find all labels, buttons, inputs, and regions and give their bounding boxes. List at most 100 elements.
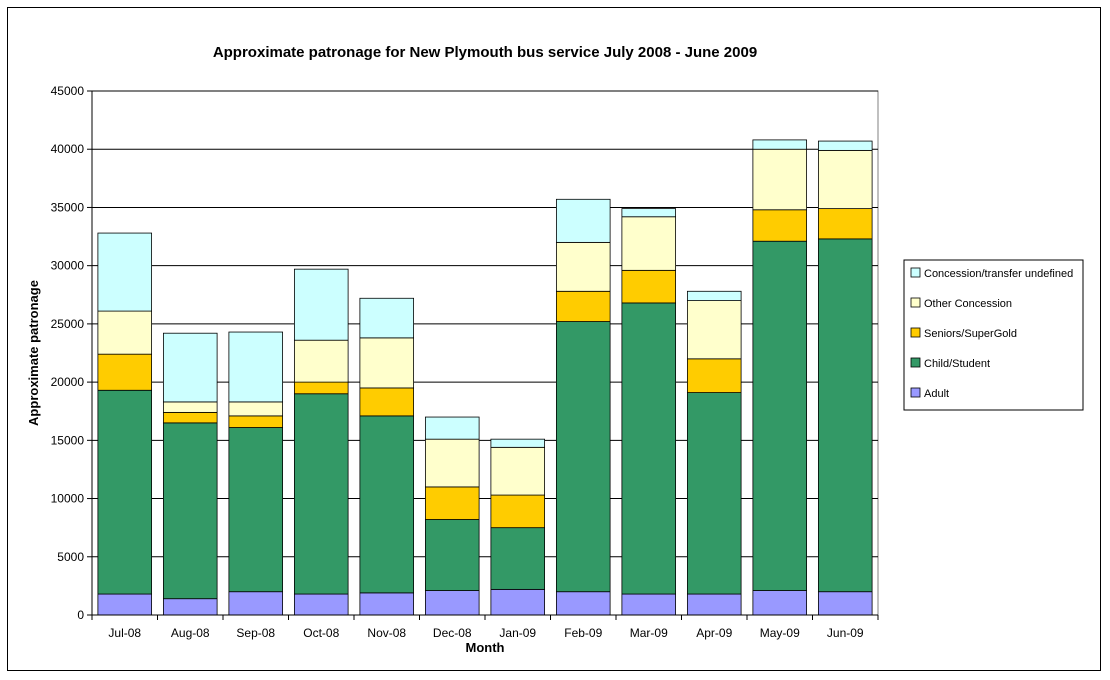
- y-tick-label: 0: [77, 608, 84, 622]
- bar-segment: [752, 148, 808, 211]
- chart-frame: 0 5000 10000 15000 20000 25000 30000 35000 40000…: [7, 7, 1101, 671]
- bar-segment: [359, 592, 415, 616]
- bar-segment: [97, 389, 153, 595]
- bars: [97, 139, 873, 616]
- bar-segment: [686, 358, 742, 393]
- bar-segment: [621, 593, 677, 616]
- bar-segment: [686, 290, 742, 302]
- gridlines: [92, 90, 878, 558]
- x-tick-label: Jun-09: [827, 626, 864, 640]
- bar-segment: [359, 387, 415, 417]
- legend-swatch: [910, 327, 921, 338]
- legend-swatch: [910, 357, 921, 368]
- legend-swatch: [910, 387, 921, 398]
- bar-segment: [228, 415, 284, 428]
- stacked-bar-chart: 0 5000 10000 15000 20000 25000 30000 35000 40000…: [26, 44, 1084, 655]
- y-tick-label: 5000: [57, 550, 84, 564]
- bar-segment: [424, 416, 480, 440]
- bar-segment: [293, 381, 349, 395]
- bar-segment: [621, 216, 677, 271]
- bar-segment: [97, 353, 153, 391]
- bar-segment: [555, 198, 611, 243]
- bar-segment: [97, 593, 153, 616]
- bar-segment: [359, 297, 415, 339]
- bar-segment: [293, 593, 349, 616]
- bar-segment: [162, 401, 218, 413]
- bar-segment: [359, 337, 415, 389]
- bar-segment: [293, 393, 349, 595]
- bar-segment: [97, 232, 153, 312]
- bar-segment: [817, 208, 873, 240]
- legend: Concession/transfer undefined Other Conce…: [903, 259, 1084, 411]
- bar-segment: [686, 300, 742, 360]
- bar-segment: [555, 241, 611, 292]
- y-tick-label: 20000: [51, 375, 85, 389]
- chart-title: Approximate patronage for New Plymouth b…: [213, 44, 757, 61]
- bar-segment: [424, 519, 480, 591]
- bar-segment: [752, 209, 808, 242]
- bar-segment: [752, 139, 808, 150]
- x-tick-label: Feb-09: [564, 626, 602, 640]
- bar-segment: [621, 302, 677, 595]
- x-axis-title: Month: [466, 640, 505, 655]
- legend-label: Other Concession: [924, 298, 1012, 310]
- legend-box: [903, 259, 1084, 411]
- bar-segment: [490, 438, 546, 448]
- bar-segment: [817, 591, 873, 616]
- bar-segment: [555, 321, 611, 593]
- axes: 0 5000 10000 15000 20000 25000 30000 35000 40000…: [51, 84, 879, 640]
- bar-segment: [490, 446, 546, 496]
- y-tick-label: 40000: [51, 142, 85, 156]
- y-tick-label: 10000: [51, 492, 85, 506]
- legend-label: Concession/transfer undefined: [924, 268, 1073, 280]
- plot-area-background: [91, 90, 879, 616]
- bar-segment: [424, 438, 480, 488]
- x-tick-label: Jan-09: [499, 626, 536, 640]
- x-tick-label: May-09: [760, 626, 800, 640]
- y-tick-label: 35000: [51, 200, 85, 214]
- bar-segment: [817, 238, 873, 593]
- bar-segment: [555, 591, 611, 616]
- x-tick-label: Sep-08: [236, 626, 275, 640]
- x-tick-label: Mar-09: [630, 626, 668, 640]
- bar-segment: [490, 588, 546, 616]
- legend-label: Adult: [924, 388, 949, 400]
- bar-segment: [162, 422, 218, 600]
- y-tick-label: 45000: [51, 84, 85, 98]
- bar-segment: [228, 591, 284, 616]
- legend-swatch: [910, 297, 921, 308]
- bar-segment: [293, 268, 349, 341]
- y-tick-label: 25000: [51, 317, 85, 331]
- y-axis-title: Approximate patronage: [26, 280, 41, 426]
- legend-label: Seniors/SuperGold: [924, 328, 1017, 340]
- bar-segment: [162, 411, 218, 424]
- bar-segment: [424, 486, 480, 520]
- bar-segment: [817, 140, 873, 151]
- x-tick-label: Oct-08: [303, 626, 339, 640]
- legend-swatch: [910, 267, 921, 278]
- bar-segment: [97, 310, 153, 355]
- bar-segment: [621, 208, 677, 218]
- bar-segment: [555, 290, 611, 322]
- x-tick-label: Aug-08: [171, 626, 210, 640]
- x-tick-label: Dec-08: [433, 626, 472, 640]
- legend-label: Child/Student: [924, 358, 990, 370]
- bar-segment: [228, 427, 284, 593]
- bar-segment: [162, 598, 218, 616]
- bar-segment: [490, 494, 546, 529]
- bar-segment: [686, 392, 742, 595]
- bar-segment: [817, 149, 873, 210]
- bar-segment: [359, 415, 415, 594]
- y-tick-label: 30000: [51, 259, 85, 273]
- bar-segment: [752, 590, 808, 616]
- bar-segment: [752, 240, 808, 591]
- bar-segment: [162, 332, 218, 403]
- bar-segment: [621, 269, 677, 304]
- bar-segment: [424, 590, 480, 616]
- x-tick-label: Apr-09: [696, 626, 732, 640]
- x-tick-label: Jul-08: [108, 626, 141, 640]
- bar-segment: [293, 339, 349, 383]
- bar-segment: [686, 593, 742, 616]
- y-tick-label: 15000: [51, 433, 85, 447]
- bar-segment: [490, 527, 546, 590]
